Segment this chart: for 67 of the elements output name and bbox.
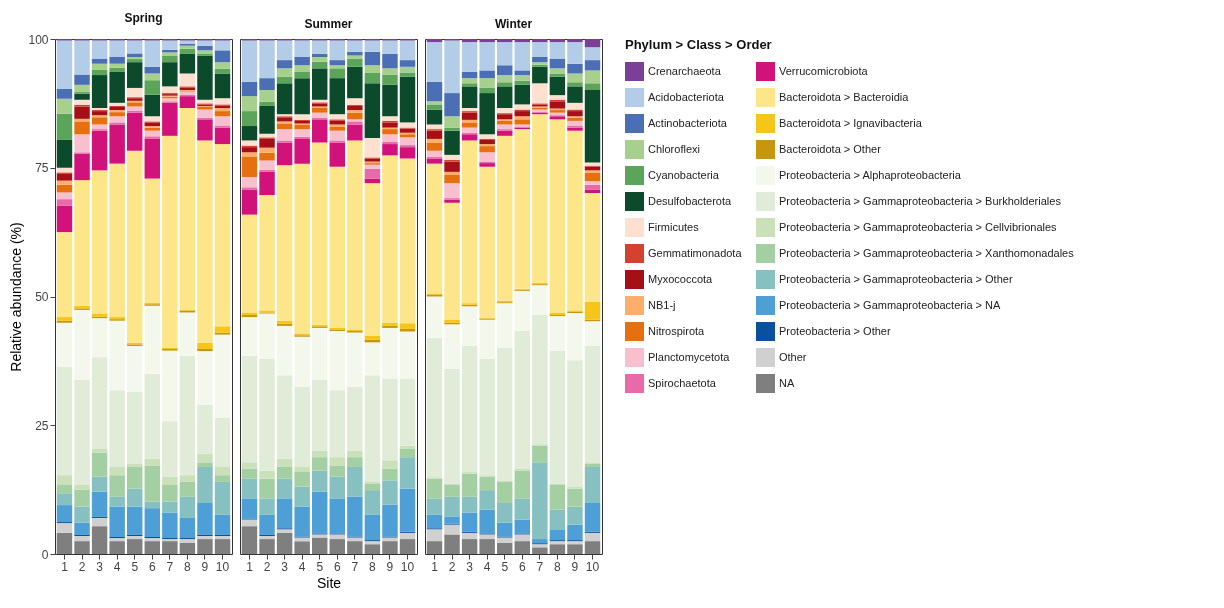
x-tick-label: 8 — [369, 559, 377, 574]
x-tick-label: 10 — [400, 559, 415, 574]
y-tick-label: 0 — [41, 547, 49, 562]
x-tick-label: 6 — [333, 559, 341, 574]
chart-title: Spring — [124, 11, 163, 25]
x-tick-label: 9 — [201, 559, 209, 574]
x-tick-label: 6 — [148, 559, 156, 574]
legend-label: Proteobacteria > Gammaproteobacteria > Xanthomonadales — [779, 246, 1075, 259]
legend-label: Actinobacteriota — [648, 116, 728, 129]
legend-label: Cyanobacteria — [648, 168, 720, 181]
x-tick-label: 1 — [246, 559, 254, 574]
legend-label: Crenarchaeota — [648, 64, 722, 77]
legend-label: Proteobacteria > Other — [779, 324, 891, 337]
x-tick-label: 3 — [466, 559, 474, 574]
x-tick-label: 2 — [448, 559, 456, 574]
legend-label: Nitrospirota — [648, 324, 706, 337]
x-tick-label: 7 — [536, 559, 544, 574]
y-tick-label: 50 — [35, 290, 49, 304]
legend-title: Phylum > Class > Order — [625, 37, 772, 52]
legend-label: Bacteroidota > Other — [779, 142, 882, 155]
legend-label: Proteobacteria > Alphaproteobacteria — [779, 168, 962, 181]
x-tick-label: 4 — [113, 559, 121, 574]
x-tick-label: 10 — [215, 559, 230, 574]
x-tick-label: 9 — [386, 559, 394, 574]
legend-label: Planctomycetota — [648, 350, 731, 363]
x-tick-label: 8 — [554, 559, 562, 574]
y-tick-label: 25 — [35, 418, 49, 433]
x-tick-label: 6 — [518, 559, 526, 574]
y-tick-label: 100 — [28, 32, 49, 47]
x-tick-label: 2 — [78, 559, 86, 574]
chart-title: Summer — [304, 17, 353, 31]
x-tick-label: 4 — [483, 559, 491, 574]
x-tick-label: 2 — [263, 559, 271, 574]
y-tick-label: 75 — [35, 161, 49, 176]
legend-label: Proteobacteria > Gammaproteobacteria > Other — [779, 272, 1013, 285]
legend-label: Acidobacteriota — [648, 90, 725, 103]
x-tick-label: 7 — [351, 559, 359, 574]
x-tick-label: 5 — [131, 559, 139, 574]
legend-label: Bacteroidota > Ignavibacteria — [779, 116, 923, 129]
chart-title: Winter — [494, 17, 533, 31]
legend-label: Verrucomicrobiota — [779, 64, 869, 77]
y-axis-title: Relative abundance (%) — [8, 222, 25, 372]
legend-label: Desulfobacterota — [648, 194, 733, 207]
legend-label: Spirochaetota — [648, 376, 717, 389]
x-tick-label: 5 — [501, 559, 509, 574]
legend-label: Myxococcota — [648, 272, 714, 285]
legend-label: Chloroflexi — [648, 142, 700, 155]
x-tick-label: 9 — [571, 559, 579, 574]
x-tick-label: 8 — [184, 559, 192, 574]
legend-label: Bacteroidota > Bacteroidia — [779, 90, 910, 103]
x-tick-label: 1 — [61, 559, 69, 574]
legend-label: Proteobacteria > Gammaproteobacteria > NA — [779, 298, 1001, 311]
x-tick-label: 3 — [281, 559, 289, 574]
legend-label: NB1-j — [648, 298, 676, 311]
x-tick-label: 5 — [316, 559, 324, 574]
legend-label: NA — [779, 376, 795, 389]
legend-label: Firmicutes — [648, 220, 700, 233]
x-tick-label: 10 — [585, 559, 600, 574]
x-tick-label: 1 — [431, 559, 439, 574]
legend-label: Proteobacteria > Gammaproteobacteria > Burkholderiales — [779, 194, 1062, 207]
legend-label: Other — [779, 350, 807, 363]
legend-label: Gemmatimonadota — [648, 246, 743, 259]
x-tick-label: 3 — [96, 559, 104, 574]
x-tick-label: 4 — [298, 559, 306, 574]
x-tick-label: 7 — [166, 559, 174, 574]
x-axis-title: Site — [316, 574, 342, 591]
legend-label: Proteobacteria > Gammaproteobacteria > Cellvibrionales — [779, 220, 1058, 233]
